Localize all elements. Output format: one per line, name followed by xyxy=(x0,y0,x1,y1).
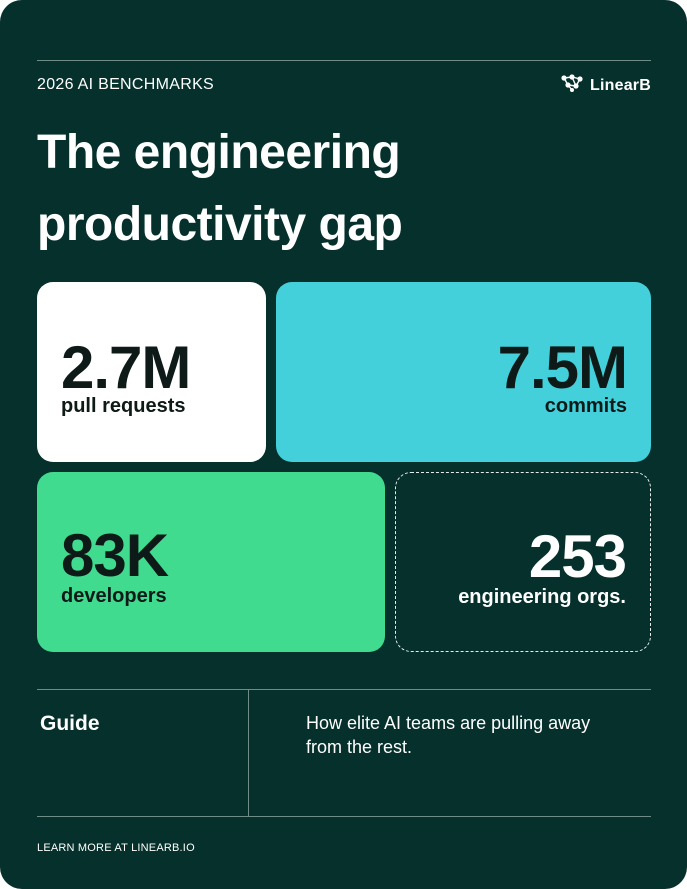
stat-label: engineering orgs. xyxy=(458,586,626,608)
guide-bottom-divider xyxy=(37,816,651,817)
stat-value: 2.7M xyxy=(61,334,191,401)
stat-value: 7.5M xyxy=(497,334,628,401)
stat-tile-commits: 7.5M commits xyxy=(276,282,651,462)
stat-value: 253 xyxy=(528,523,627,590)
guide-column-divider xyxy=(248,690,249,816)
stat-tile-pull-requests: 2.7M pull requests xyxy=(37,282,266,462)
brand-name: LinearB xyxy=(590,76,651,94)
top-divider xyxy=(37,60,651,61)
eyebrow-label: 2026 AI BENCHMARKS xyxy=(37,76,215,93)
page-title: The engineering productivity gap xyxy=(37,117,657,261)
stat-label: developers xyxy=(61,585,167,607)
brand-logo: LinearB xyxy=(561,74,651,97)
stat-tile-developers: 83K developers xyxy=(37,472,385,652)
stat-tile-engineering-orgs: 253 engineering orgs. xyxy=(395,472,651,652)
footer-link[interactable]: LEARN MORE AT LINEARB.IO xyxy=(37,842,195,854)
linearb-logo-icon xyxy=(561,74,583,97)
stat-value: 83K xyxy=(61,522,169,589)
stat-label: pull requests xyxy=(61,395,186,417)
stat-label: commits xyxy=(544,395,627,417)
guide-description: How elite AI teams are pulling away from… xyxy=(306,713,591,757)
guide-label: Guide xyxy=(40,712,100,735)
title-line-1: The engineering xyxy=(37,126,401,179)
guide-top-divider xyxy=(37,689,651,690)
title-line-2: productivity gap xyxy=(37,198,403,251)
